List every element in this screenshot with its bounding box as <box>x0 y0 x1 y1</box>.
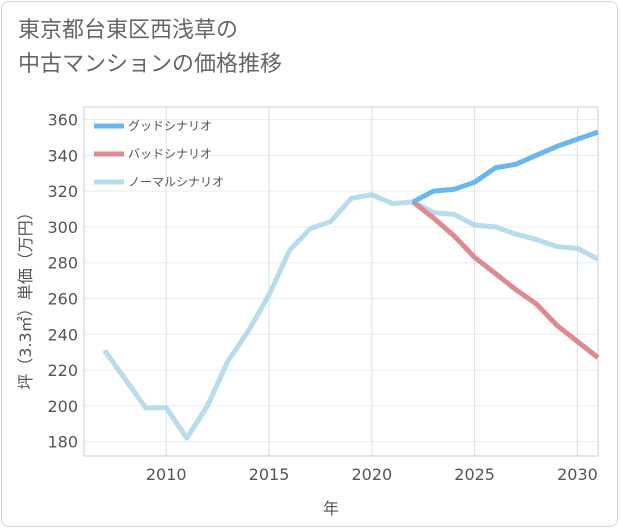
x-tick-label: 2015 <box>249 465 290 484</box>
grid <box>84 107 598 456</box>
x-tick-label: 2025 <box>454 465 495 484</box>
y-tick-label: 180 <box>47 433 78 452</box>
y-tick-label: 260 <box>47 290 78 309</box>
y-tick-label: 200 <box>47 397 78 416</box>
legend-label: グッドシナリオ <box>128 119 212 133</box>
x-tick-label: 2030 <box>557 465 598 484</box>
series-line <box>102 192 600 441</box>
y-tick-label: 280 <box>47 254 78 273</box>
y-axis-ticks: 180 200 220 240 260 280 300 320 340 360 <box>47 111 78 452</box>
plot-frame <box>83 106 599 457</box>
x-axis-title: 年 <box>323 499 339 518</box>
chart-title-line-2: 中古マンションの価格推移 <box>18 52 283 77</box>
x-tick-label: 2010 <box>146 465 187 484</box>
y-tick-label: 320 <box>47 182 78 201</box>
series-line <box>411 129 599 205</box>
chart-title-line-1: 東京都台東区西浅草の <box>18 18 239 43</box>
y-tick-label: 340 <box>47 146 78 165</box>
legend-label: バッドシナリオ <box>128 147 212 161</box>
x-tick-label: 2020 <box>351 465 392 484</box>
x-axis-ticks: 2010 2015 2020 2025 2030 <box>146 465 598 484</box>
chart-title: 東京都台東区西浅草の 中古マンションの価格推移 <box>18 14 282 82</box>
y-tick-label: 240 <box>47 325 78 344</box>
y-tick-label: 360 <box>47 111 78 130</box>
y-tick-label: 300 <box>47 218 78 237</box>
series-lines <box>102 129 600 441</box>
series-line <box>411 199 600 360</box>
y-tick-label: 220 <box>47 361 78 380</box>
legend-label: ノーマルシナリオ <box>128 175 224 189</box>
y-axis-title: 坪（3.3㎡）単価（万円） <box>16 204 35 389</box>
